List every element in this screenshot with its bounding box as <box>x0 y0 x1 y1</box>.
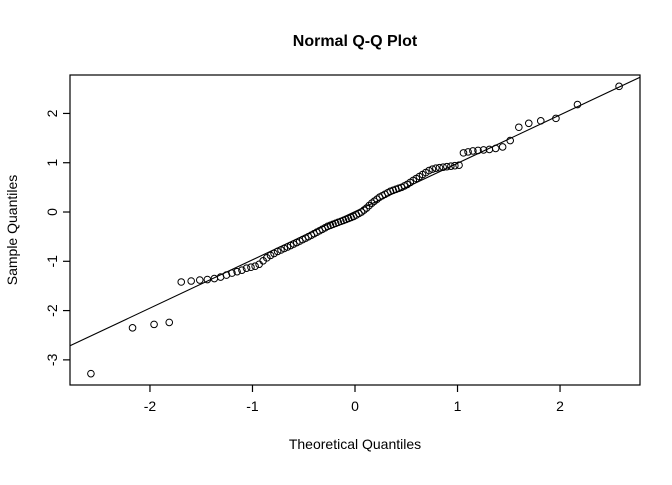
y-axis-label: Sample Quantiles <box>4 175 20 286</box>
y-tick-label: 0 <box>44 208 60 216</box>
data-point <box>479 146 488 154</box>
data-point <box>455 161 463 169</box>
data-point <box>615 82 623 91</box>
data-point <box>368 199 376 207</box>
data-point <box>432 164 440 172</box>
data-point <box>498 143 507 151</box>
data-point <box>228 269 236 277</box>
data-point <box>87 369 95 378</box>
data-point <box>362 204 371 212</box>
data-point <box>165 318 174 327</box>
data-point <box>428 165 437 173</box>
data-point <box>474 146 482 155</box>
data-point <box>451 161 459 170</box>
qq-points <box>87 82 623 378</box>
data-point <box>187 277 195 285</box>
data-point <box>573 100 582 109</box>
data-point <box>365 201 373 210</box>
data-point <box>443 162 451 171</box>
x-tick-label: 0 <box>351 398 359 414</box>
y-axis-ticks: -3 -2 -1 0 1 2 <box>44 109 70 366</box>
x-tick-label: 1 <box>454 398 462 414</box>
data-point <box>247 263 255 272</box>
data-point <box>439 163 447 171</box>
data-point <box>373 195 381 203</box>
data-point <box>447 162 455 170</box>
data-point <box>360 206 368 214</box>
y-tick-label: -1 <box>44 255 60 268</box>
data-point <box>464 148 472 156</box>
data-point <box>242 264 251 272</box>
data-point <box>251 262 259 271</box>
data-point <box>266 251 275 260</box>
y-tick-label: -3 <box>44 353 60 366</box>
x-tick-label: -2 <box>144 398 157 414</box>
data-point <box>515 123 523 132</box>
data-point <box>506 136 515 145</box>
data-point <box>177 278 186 286</box>
data-point <box>425 166 433 175</box>
x-tick-label: 2 <box>556 398 564 414</box>
x-axis-ticks: -2 -1 0 1 2 <box>144 385 564 414</box>
y-tick-label: -2 <box>44 304 60 317</box>
data-point <box>435 163 444 172</box>
x-axis-label: Theoretical Quantiles <box>289 436 421 452</box>
x-tick-label: -1 <box>246 398 259 414</box>
data-point <box>469 147 477 155</box>
data-point <box>255 260 263 269</box>
data-point <box>536 117 545 125</box>
data-point <box>524 119 533 128</box>
y-tick-label: 1 <box>44 159 60 167</box>
data-point <box>491 144 500 153</box>
plot-title: Normal Q-Q Plot <box>293 33 418 50</box>
data-point <box>459 149 468 157</box>
data-point <box>195 276 204 284</box>
data-point <box>203 275 212 284</box>
data-point <box>238 266 246 274</box>
data-point <box>273 247 282 256</box>
data-point <box>552 114 560 123</box>
data-point <box>233 267 241 276</box>
data-point <box>150 320 158 329</box>
data-point <box>128 324 137 332</box>
data-point <box>357 208 366 216</box>
y-tick-label: 2 <box>44 109 60 117</box>
